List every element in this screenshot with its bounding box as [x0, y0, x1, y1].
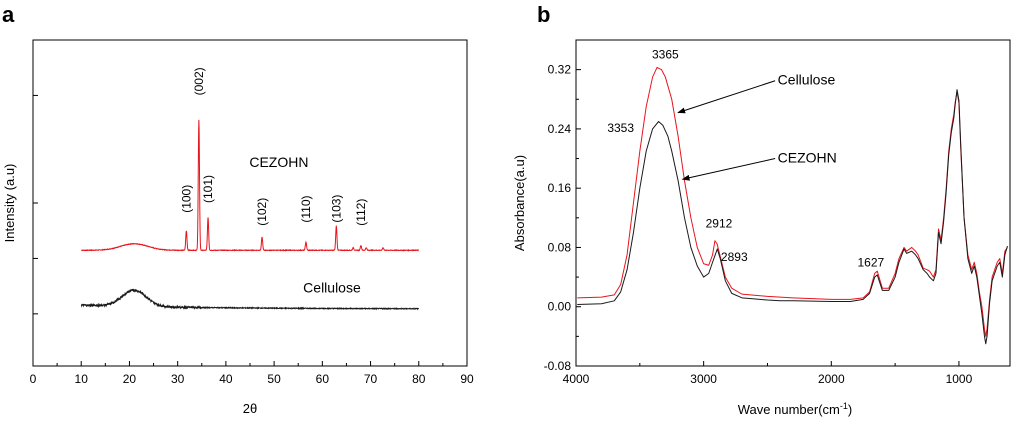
- panel-a-x-tick-label: 70: [364, 372, 378, 386]
- panel-b-series-line-cellulose: [577, 66, 1008, 337]
- panel-b-peak-label: 1627: [858, 256, 885, 270]
- panel-a-x-axis-label: 2θ: [243, 401, 257, 416]
- panel-a-x-ticks: 0 10 20 30 40 50 60 70 80 90: [30, 361, 474, 386]
- panel-b-x-ticks: 4000 3000 2000 1000: [563, 361, 973, 386]
- panel-a-peak-label: (103): [329, 195, 343, 223]
- panel-a-peak-label: (101): [201, 175, 215, 203]
- panel-a-x-tick-label: 90: [460, 372, 474, 386]
- panel-a-frame: [32, 39, 468, 367]
- panel-a-series-label: CEZOHN: [249, 154, 308, 170]
- panel-b-y-tick-label: 0.24: [548, 122, 572, 136]
- panel-b-peak-label: 3353: [607, 121, 634, 135]
- panel-a-series-label: Cellulose: [303, 280, 361, 296]
- panel-a-peak-label: (100): [179, 185, 193, 213]
- panel-b-peak-label: 2912: [706, 216, 733, 230]
- panel-b-series-label: CEZOHN: [778, 149, 837, 165]
- panel-b-x-tick-label: 3000: [690, 372, 717, 386]
- panel-b-series-line-cezohn: [577, 89, 1008, 345]
- panel-b-y-tick-label: -0.08: [544, 359, 572, 373]
- panel-b-ftir-chart: b 4000 3000 2000 1000 -0.08 0.00 0.08 0.16 0.24…: [512, 2, 1011, 417]
- panel-b-annotations: 3365 3353 2912 2893 1627 Cellulose CEZOHN: [607, 48, 884, 270]
- panel-a-peak-label: (112): [354, 199, 368, 226]
- panel-b-y-tick-label: 0.00: [548, 300, 572, 314]
- panel-b-y-tick-label: 0.32: [548, 63, 572, 77]
- panel-b-peak-label: 3365: [652, 48, 679, 62]
- panel-a-peak-label: (002): [192, 67, 206, 95]
- panel-b-letter: b: [537, 2, 550, 27]
- panel-a-peak-label: (110): [299, 195, 313, 222]
- panel-b-x-tick-label: 4000: [563, 372, 590, 386]
- panel-b-y-tick-label: 0.16: [548, 181, 572, 195]
- panel-b-peak-label: 2893: [721, 250, 748, 264]
- panel-a-x-tick-label: 80: [412, 372, 426, 386]
- panel-a-xrd-chart: a 0 10 20 30 40 50 60 70 80 90 (100)(002)(101)(10…: [2, 2, 474, 416]
- panel-a-annotations: (100) (002) (101) (102) (110) (103) (112) CEZOH…: [179, 67, 368, 295]
- panel-a-peak-label: (102): [255, 198, 269, 226]
- panel-a-y-ticks: [33, 94, 38, 315]
- panel-b-y-axis-label: Absorbance(a.u): [512, 155, 527, 251]
- panel-b-arrow: [681, 158, 776, 181]
- panel-a-x-tick-label: 20: [123, 372, 137, 386]
- panel-b-x-tick-label: 1000: [946, 372, 973, 386]
- panel-a-y-axis-label: Intensity (a.u): [2, 164, 17, 243]
- panel-b-arrow: [677, 80, 776, 114]
- panel-b-y-tick-label: 0.08: [548, 240, 572, 254]
- panel-a-x-tick-label: 40: [219, 372, 233, 386]
- panel-b-x-axis-label: Wave number(cm-1): [738, 401, 852, 417]
- panel-a-x-tick-label: 30: [171, 372, 185, 386]
- panel-a-x-tick-label: 10: [75, 372, 89, 386]
- panel-b-y-ticks: -0.08 0.00 0.08 0.16 0.24 0.32: [544, 63, 581, 373]
- panel-a-x-tick-label: 60: [316, 372, 330, 386]
- panel-b-frame: [575, 39, 1011, 367]
- panel-a-x-tick-label: 0: [30, 372, 37, 386]
- panel-b-series: [577, 66, 1008, 345]
- panel-b-series-label: Cellulose: [778, 71, 836, 87]
- panel-a-series-line-cezohn: [81, 119, 420, 252]
- panel-a-series-line-cellulose: [80, 288, 420, 311]
- panel-a-letter: a: [2, 2, 15, 27]
- panel-a-series: [80, 119, 420, 311]
- panel-b-x-tick-label: 2000: [818, 372, 845, 386]
- panel-a-x-tick-label: 50: [267, 372, 281, 386]
